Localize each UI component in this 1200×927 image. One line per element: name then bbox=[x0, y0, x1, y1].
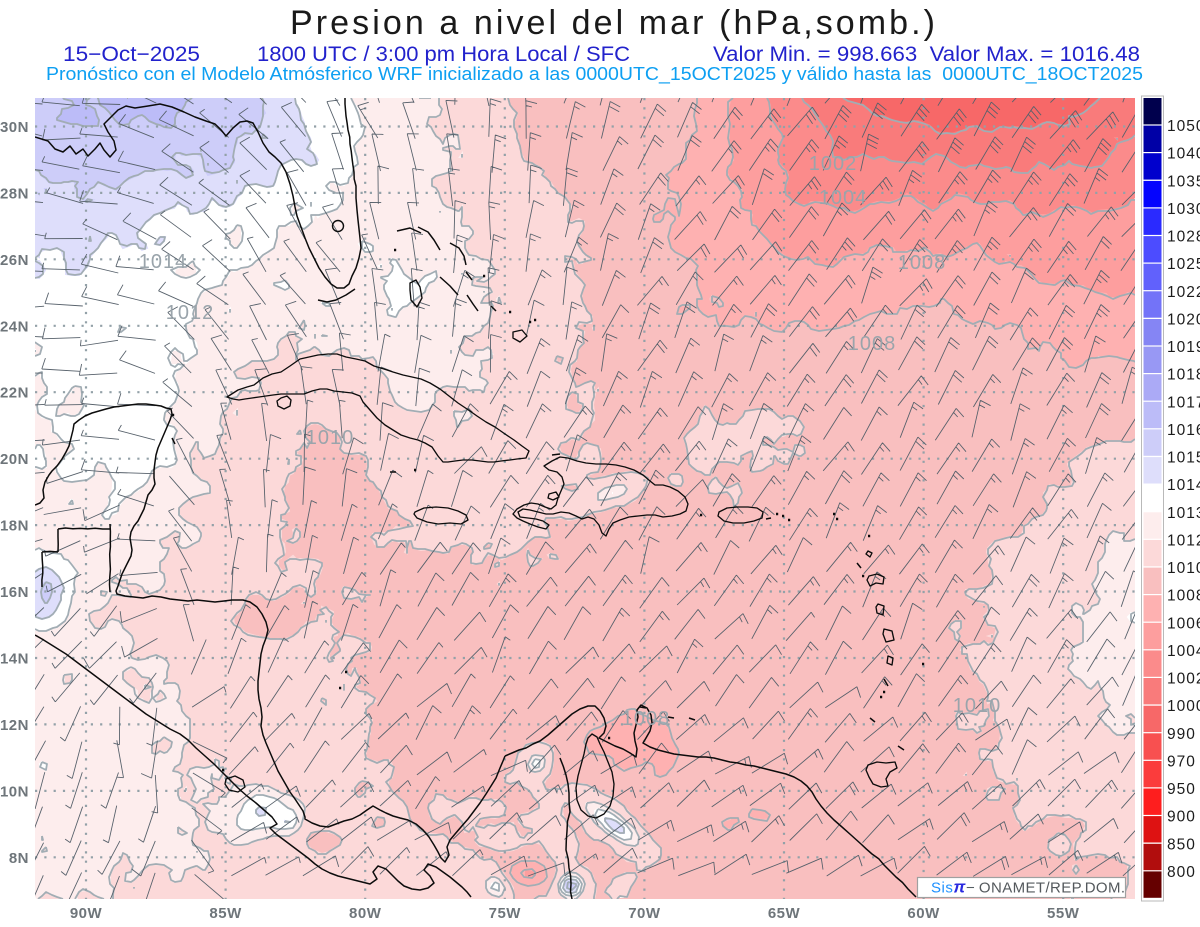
svg-text:10N: 10N bbox=[0, 783, 29, 800]
svg-text:1012: 1012 bbox=[1167, 532, 1200, 549]
svg-text:1017: 1017 bbox=[1167, 394, 1200, 411]
svg-text:1008: 1008 bbox=[1167, 588, 1200, 605]
svg-text:1006: 1006 bbox=[1167, 615, 1200, 632]
svg-text:70W: 70W bbox=[628, 905, 661, 922]
svg-text:1010: 1010 bbox=[306, 427, 355, 449]
svg-text:1020: 1020 bbox=[1167, 312, 1200, 329]
svg-text:1022: 1022 bbox=[1167, 284, 1200, 301]
svg-text:1002: 1002 bbox=[809, 153, 858, 175]
svg-text:1050: 1050 bbox=[1167, 118, 1200, 135]
svg-text:60W: 60W bbox=[907, 905, 940, 922]
svg-text:20N: 20N bbox=[0, 451, 29, 468]
svg-text:18N: 18N bbox=[0, 518, 29, 535]
svg-text:1035: 1035 bbox=[1167, 173, 1200, 190]
svg-text:1010: 1010 bbox=[1167, 560, 1200, 577]
svg-text:26N: 26N bbox=[0, 252, 29, 269]
svg-text:800: 800 bbox=[1167, 864, 1196, 881]
svg-text:1025: 1025 bbox=[1167, 256, 1200, 273]
svg-text:80W: 80W bbox=[349, 905, 382, 922]
svg-text:8N: 8N bbox=[9, 850, 29, 867]
svg-text:1008: 1008 bbox=[848, 333, 897, 355]
svg-text:1014: 1014 bbox=[1167, 477, 1200, 494]
svg-text:850: 850 bbox=[1167, 836, 1196, 853]
svg-text:900: 900 bbox=[1167, 809, 1196, 826]
svg-text:1004: 1004 bbox=[819, 187, 868, 209]
svg-text:75W: 75W bbox=[489, 905, 522, 922]
svg-text:1010: 1010 bbox=[953, 695, 1002, 717]
svg-text:1028: 1028 bbox=[1167, 229, 1200, 246]
svg-text:Sisπ− ONAMET/REP.DOM.: Sisπ− ONAMET/REP.DOM. bbox=[931, 878, 1125, 897]
svg-text:1015: 1015 bbox=[1167, 450, 1200, 467]
svg-text:Presion a nivel del mar (hPa,s: Presion a nivel del mar (hPa,somb.) bbox=[290, 4, 935, 42]
svg-text:950: 950 bbox=[1167, 781, 1196, 798]
svg-text:1014: 1014 bbox=[139, 251, 188, 273]
svg-text:15−Oct−2025: 15−Oct−2025 bbox=[63, 43, 200, 66]
svg-text:Valor Min. = 998.663 Valor Ma: Valor Min. = 998.663 Valor Max. = 1016.4… bbox=[713, 43, 1140, 66]
svg-text:22N: 22N bbox=[0, 385, 29, 402]
svg-text:970: 970 bbox=[1167, 753, 1196, 770]
svg-text:1002: 1002 bbox=[1167, 671, 1200, 688]
svg-text:1040: 1040 bbox=[1167, 146, 1200, 163]
svg-text:1019: 1019 bbox=[1167, 339, 1200, 356]
svg-text:30N: 30N bbox=[0, 119, 29, 136]
svg-text:1008: 1008 bbox=[898, 252, 947, 274]
svg-text:1018: 1018 bbox=[1167, 367, 1200, 384]
svg-text:1008: 1008 bbox=[622, 708, 671, 730]
svg-text:1012: 1012 bbox=[166, 302, 215, 324]
svg-text:12N: 12N bbox=[0, 717, 29, 734]
svg-text:1016: 1016 bbox=[1167, 422, 1200, 439]
svg-text:16N: 16N bbox=[0, 584, 29, 601]
svg-text:1030: 1030 bbox=[1167, 201, 1200, 218]
svg-text:55W: 55W bbox=[1047, 905, 1080, 922]
svg-text:1013: 1013 bbox=[1167, 505, 1200, 522]
svg-text:Pronóstico con el Modelo Atmós: Pronóstico con el Modelo Atmósferico WRF… bbox=[46, 64, 1143, 85]
svg-text:1000: 1000 bbox=[1167, 698, 1200, 715]
svg-text:24N: 24N bbox=[0, 318, 29, 335]
svg-text:1004: 1004 bbox=[1167, 643, 1200, 660]
svg-text:28N: 28N bbox=[0, 185, 29, 202]
svg-text:990: 990 bbox=[1167, 726, 1196, 743]
svg-text:14N: 14N bbox=[0, 651, 29, 668]
svg-text:85W: 85W bbox=[209, 905, 242, 922]
svg-text:1800 UTC / 3:00 pm Hora Local: 1800 UTC / 3:00 pm Hora Local / SFC bbox=[257, 43, 630, 66]
svg-text:90W: 90W bbox=[70, 905, 103, 922]
svg-text:65W: 65W bbox=[768, 905, 801, 922]
